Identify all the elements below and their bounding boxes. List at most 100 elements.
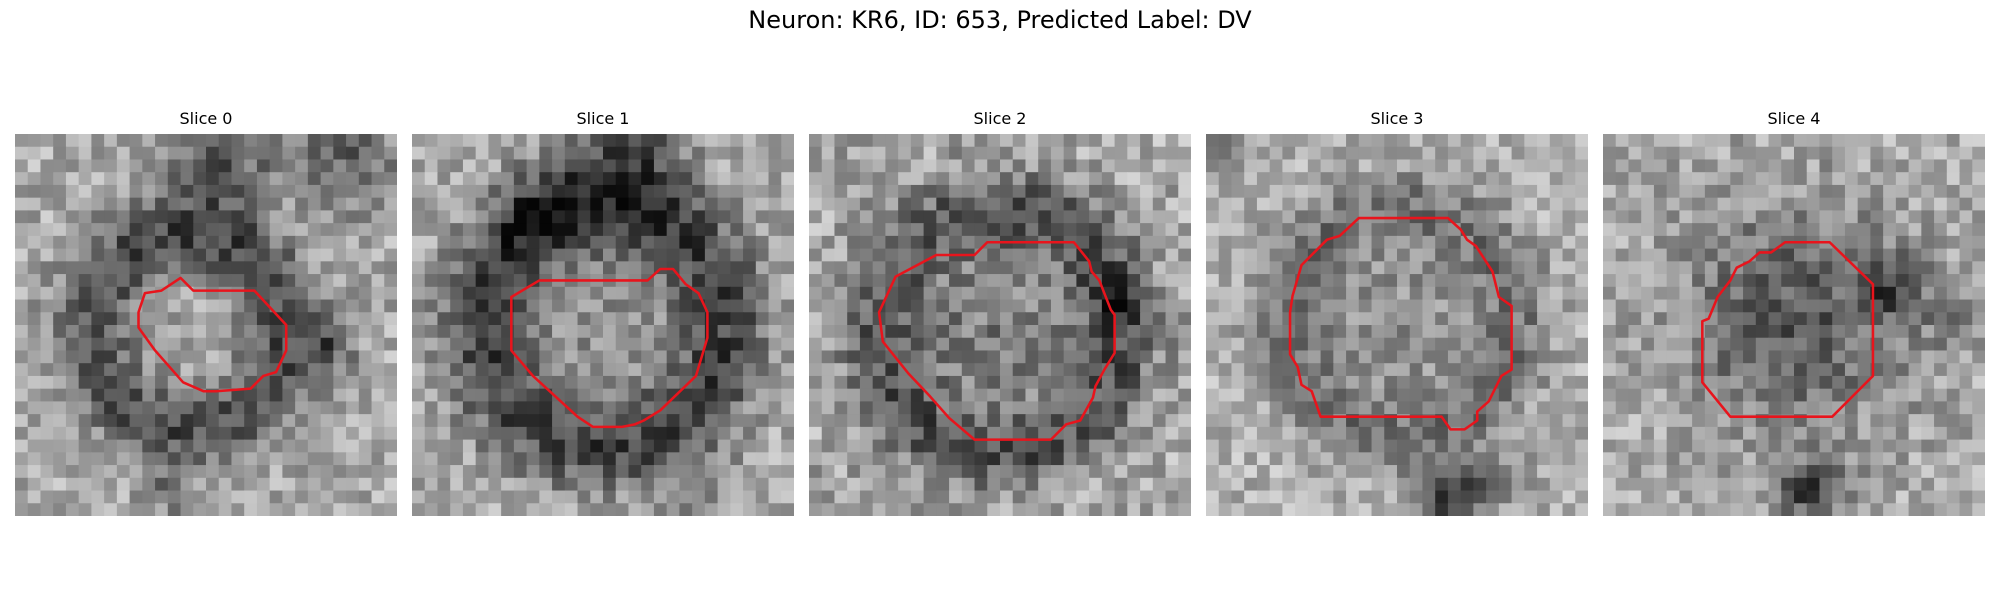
pixel	[590, 465, 604, 479]
pixel	[1755, 439, 1770, 453]
pixel	[475, 286, 489, 301]
pixel	[475, 197, 489, 211]
pixel	[1524, 414, 1538, 428]
pixel	[116, 274, 131, 288]
pixel	[1692, 299, 1706, 313]
pixel	[974, 286, 988, 301]
pixel	[755, 223, 770, 237]
pixel	[1346, 274, 1360, 288]
pixel	[346, 223, 360, 237]
pixel	[384, 184, 397, 199]
pixel	[218, 159, 232, 173]
pixel	[1524, 503, 1538, 516]
pixel	[834, 235, 848, 250]
pixel	[358, 414, 373, 428]
pixel	[1218, 375, 1232, 390]
pixel	[1743, 337, 1757, 351]
pixel	[167, 375, 182, 390]
pixel	[539, 248, 553, 262]
pixel	[1972, 477, 1985, 492]
pixel	[1844, 426, 1859, 441]
pixel	[872, 286, 886, 301]
pixel	[1768, 477, 1782, 492]
pixel	[27, 325, 41, 339]
pixel	[167, 477, 182, 492]
pixel	[129, 375, 143, 390]
pixel	[821, 439, 835, 453]
pixel	[1575, 261, 1588, 275]
pixel	[1231, 426, 1245, 441]
pixel	[1244, 184, 1258, 199]
pixel	[552, 159, 566, 173]
pixel	[552, 375, 566, 390]
pixel	[717, 248, 731, 262]
pixel	[1346, 172, 1360, 186]
pixel	[1730, 274, 1744, 288]
pixel	[1371, 184, 1385, 199]
pixel	[1473, 134, 1487, 148]
pixel	[1603, 248, 1617, 262]
pixel	[1346, 146, 1360, 160]
pixel	[218, 452, 232, 466]
pixel	[180, 401, 194, 415]
pixel	[1603, 261, 1617, 275]
pixel	[1895, 426, 1910, 441]
pixel	[129, 465, 143, 479]
pixel	[1679, 503, 1693, 516]
pixel	[1346, 388, 1360, 402]
pixel	[1076, 312, 1090, 326]
pixel	[15, 134, 29, 148]
pixel	[384, 248, 397, 262]
pixel	[1231, 325, 1245, 339]
pixel	[358, 350, 373, 364]
pixel	[1679, 184, 1693, 199]
pixel	[809, 401, 823, 415]
pixel	[1921, 159, 1935, 173]
pixel	[717, 172, 731, 186]
pixel	[513, 426, 528, 441]
pixel	[1704, 235, 1719, 250]
pixel	[615, 490, 629, 504]
pixel	[1089, 184, 1103, 199]
pixel	[1025, 490, 1039, 504]
pixel	[358, 325, 373, 339]
pixel	[91, 350, 105, 364]
pixel	[809, 146, 823, 160]
pixel	[653, 159, 668, 173]
pixel	[628, 439, 642, 453]
pixel	[730, 452, 744, 466]
pixel	[704, 210, 719, 224]
pixel	[1844, 197, 1859, 211]
pixel	[346, 274, 360, 288]
pixel	[320, 248, 334, 262]
pixel	[1140, 350, 1154, 364]
pixel	[1628, 325, 1642, 339]
pixel	[1178, 337, 1191, 351]
pixel	[552, 452, 566, 466]
pixel	[346, 388, 360, 402]
pixel	[692, 312, 706, 326]
pixel	[206, 172, 220, 186]
pixel	[1295, 159, 1309, 173]
pixel	[641, 312, 655, 326]
pixel	[1127, 325, 1141, 339]
pixel	[641, 146, 655, 160]
pixel	[91, 261, 105, 275]
pixel	[167, 490, 182, 504]
pixel	[1114, 235, 1128, 250]
pixel	[1320, 452, 1334, 466]
pixel	[437, 172, 451, 186]
pixel	[1959, 172, 1973, 186]
pixel	[1409, 503, 1423, 516]
pixel	[898, 439, 912, 453]
pixel	[1959, 465, 1973, 479]
pixel	[1972, 146, 1985, 160]
pixel	[1832, 426, 1846, 441]
pixel	[1628, 503, 1642, 516]
pixel	[653, 465, 668, 479]
pixel	[180, 426, 194, 441]
pixel	[1063, 388, 1077, 402]
pixel	[1012, 197, 1026, 211]
pixel	[755, 261, 770, 275]
pixel	[53, 184, 67, 199]
